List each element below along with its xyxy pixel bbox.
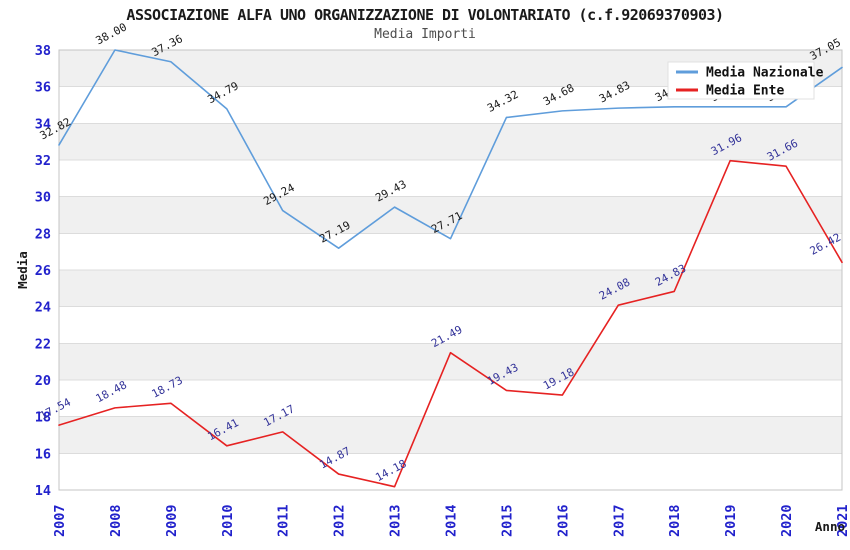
x-tick-label: 2012: [332, 504, 348, 537]
x-tick-label: 2008: [108, 504, 124, 537]
y-tick-label: 24: [35, 300, 51, 316]
y-tick-label: 32: [35, 153, 51, 169]
x-tick-label: 2007: [52, 504, 68, 537]
data-label-media-nazionale: 34.32: [485, 88, 520, 115]
y-tick-label: 26: [35, 263, 51, 279]
legend: [667, 61, 815, 100]
y-tick-label: 18: [35, 410, 51, 426]
legend-label-media-nazionale: Media Nazionale: [706, 66, 824, 81]
x-tick-label: 2020: [779, 504, 795, 537]
data-label-media-ente: 18.48: [94, 378, 129, 405]
grid-band: [59, 270, 842, 307]
y-tick-label: 36: [35, 80, 51, 96]
x-tick-label: 2017: [611, 504, 627, 537]
x-tick-label: 2014: [444, 504, 460, 537]
plot-border: [58, 49, 843, 491]
y-tick-label: 34: [35, 116, 51, 132]
x-tick-label: 2013: [388, 504, 404, 537]
x-tick-label: 2015: [499, 504, 515, 537]
grid-band: [59, 416, 842, 454]
chart-subtitle: Media Importi: [374, 27, 476, 42]
grid-band: [59, 123, 842, 160]
x-tick-label: 2009: [164, 504, 180, 537]
x-tick-label: 2011: [276, 504, 292, 537]
y-tick-label: 28: [35, 226, 51, 242]
y-axis-title: Media: [15, 251, 30, 289]
y-tick-label: 22: [35, 336, 51, 352]
x-axis-title: Anno: [815, 519, 845, 534]
grid-band: [59, 343, 842, 380]
chart-title: ASSOCIAZIONE ALFA UNO ORGANIZZAZIONE DI …: [126, 6, 724, 24]
y-tick-label: 16: [35, 446, 51, 462]
x-tick-label: 2016: [555, 504, 571, 537]
x-tick-label: 2018: [667, 504, 683, 537]
legend-label-media-ente: Media Ente: [706, 84, 784, 99]
y-tick-label: 30: [35, 190, 51, 206]
data-label-media-ente: 14.18: [373, 457, 408, 484]
y-tick-label: 20: [35, 373, 51, 389]
x-tick-label: 2010: [220, 504, 236, 537]
x-tick-label: 2021: [835, 504, 850, 537]
media-nazionale-line: [58, 49, 843, 249]
x-tick-label: 2019: [723, 504, 739, 537]
y-tick-label: 14: [35, 483, 51, 499]
y-tick-label: 38: [35, 43, 51, 59]
data-label-media-nazionale: 38.00: [94, 20, 129, 47]
media-ente-line: [58, 159, 843, 488]
